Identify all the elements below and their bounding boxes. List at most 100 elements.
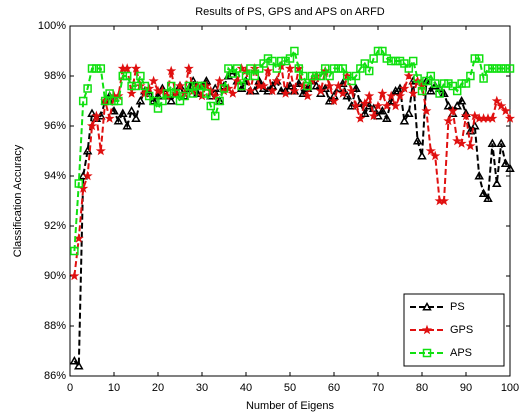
data-point — [298, 80, 309, 91]
data-point — [262, 65, 274, 76]
data-point — [74, 179, 84, 188]
data-point — [227, 88, 238, 98]
data-point — [236, 63, 247, 73]
x-tick-label: 80 — [416, 382, 428, 394]
data-point — [197, 81, 207, 91]
legend-label: PS — [450, 301, 465, 313]
data-point — [175, 96, 185, 106]
x-tick-label: 40 — [240, 382, 252, 394]
data-point — [126, 105, 137, 115]
data-point — [456, 95, 467, 105]
data-point — [312, 71, 321, 81]
data-point — [364, 100, 374, 110]
data-point — [249, 63, 260, 73]
data-point — [505, 163, 515, 173]
data-point — [135, 80, 146, 91]
data-point — [500, 105, 511, 116]
data-point — [166, 95, 176, 105]
data-point — [289, 85, 300, 96]
data-point — [488, 64, 497, 73]
data-point — [333, 80, 344, 91]
data-point — [422, 76, 431, 86]
data-point — [483, 193, 493, 203]
data-point — [122, 63, 133, 73]
data-point — [136, 71, 145, 81]
data-point — [271, 75, 282, 86]
data-point — [355, 113, 366, 123]
data-point — [126, 88, 137, 98]
y-tick-label: 92% — [44, 220, 66, 232]
data-point — [109, 96, 119, 106]
data-point — [241, 71, 251, 81]
data-point — [135, 95, 146, 105]
data-point — [183, 63, 194, 73]
x-tick-label: 60 — [328, 382, 340, 394]
data-point — [276, 56, 286, 66]
data-point — [105, 89, 114, 98]
data-point — [298, 71, 308, 81]
legend-label: APS — [450, 347, 472, 359]
data-point — [316, 71, 326, 81]
data-point — [232, 75, 243, 86]
data-point — [373, 46, 383, 56]
y-tick-label: 98% — [44, 70, 66, 82]
data-point — [465, 140, 476, 151]
y-tick-label: 100% — [38, 20, 66, 32]
data-point — [386, 90, 397, 101]
data-point — [158, 96, 167, 106]
data-point — [408, 88, 419, 98]
data-point — [364, 90, 375, 101]
data-point — [474, 170, 484, 180]
data-point — [460, 110, 472, 121]
data-point — [320, 64, 330, 73]
data-point — [114, 96, 123, 106]
data-point — [131, 113, 141, 123]
data-point — [153, 90, 163, 100]
x-tick-label: 70 — [372, 382, 384, 394]
data-point — [470, 120, 480, 130]
data-point — [130, 63, 142, 73]
data-point — [372, 100, 384, 111]
data-point — [491, 95, 502, 106]
data-point — [193, 81, 202, 91]
data-point — [311, 80, 322, 90]
data-point — [69, 355, 80, 365]
data-point — [359, 98, 370, 108]
data-point — [254, 64, 264, 73]
data-point — [87, 64, 97, 73]
data-point — [268, 56, 277, 66]
data-point — [118, 71, 128, 81]
data-point — [104, 113, 115, 123]
data-point — [201, 80, 212, 91]
data-point — [386, 56, 396, 66]
data-point — [394, 90, 406, 101]
data-point — [474, 54, 484, 63]
data-point — [496, 138, 506, 148]
data-point — [290, 46, 299, 56]
x-tick-label: 90 — [460, 382, 472, 394]
data-point — [337, 88, 348, 98]
data-point — [223, 83, 234, 93]
data-point — [236, 83, 247, 93]
data-point — [92, 64, 101, 73]
data-point — [452, 135, 463, 146]
data-point — [492, 178, 502, 188]
data-point — [180, 91, 189, 101]
data-point — [294, 64, 304, 73]
data-point — [284, 63, 296, 73]
data-point — [342, 90, 352, 100]
data-point — [443, 115, 454, 126]
data-point — [399, 115, 410, 125]
data-point — [91, 110, 102, 121]
data-point — [478, 188, 489, 198]
data-point — [294, 78, 304, 88]
data-point — [78, 183, 89, 193]
chart-title: Results of PS, GPS and APS on ARFD — [195, 6, 385, 18]
legend-marker — [422, 348, 432, 358]
data-point — [228, 69, 238, 78]
y-tick-label: 90% — [44, 270, 66, 282]
data-point — [206, 101, 216, 111]
x-tick-label: 10 — [108, 382, 120, 394]
data-point — [469, 110, 480, 121]
